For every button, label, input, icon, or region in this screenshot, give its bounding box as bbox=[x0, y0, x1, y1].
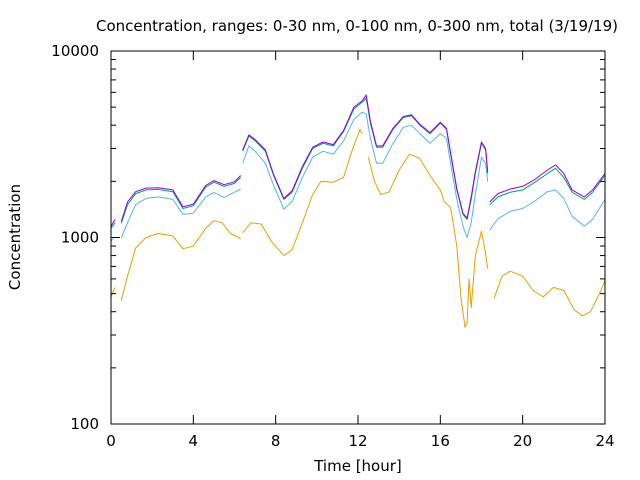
series-2-line-segment-1 bbox=[120, 177, 242, 224]
series-0-line-segment-0 bbox=[110, 287, 116, 298]
x-tick-label: 8 bbox=[271, 432, 281, 450]
series-3-line-segment-3 bbox=[489, 164, 606, 203]
plot-frame bbox=[110, 50, 606, 425]
x-tick-label: 20 bbox=[513, 432, 532, 450]
series-0-line-segment-2 bbox=[242, 128, 363, 257]
series-1-line-segment-1 bbox=[120, 188, 241, 239]
series-1-line-segment-3 bbox=[489, 189, 606, 231]
chart-title: Concentration, ranges: 0-30 nm, 0-100 nm… bbox=[96, 17, 618, 35]
series-0-line-segment-1 bbox=[120, 220, 242, 301]
x-axis-title: Time [hour] bbox=[313, 457, 402, 475]
series-layer bbox=[110, 94, 606, 328]
series-2-line-segment-0 bbox=[110, 222, 116, 229]
series-0-line-segment-3 bbox=[367, 153, 489, 328]
series-3-line-segment-0 bbox=[110, 219, 116, 227]
x-tick-label: 24 bbox=[595, 432, 614, 450]
series-3-line-segment-2 bbox=[242, 94, 489, 219]
y-tick-label: 10000 bbox=[51, 42, 99, 60]
series-2-line-segment-2 bbox=[242, 97, 489, 220]
series-1-line-segment-2 bbox=[242, 111, 489, 238]
x-tick-label: 4 bbox=[189, 432, 199, 450]
x-tick-label: 0 bbox=[106, 432, 116, 450]
y-axis-title: Concentration bbox=[6, 184, 24, 290]
series-2-line-segment-3 bbox=[489, 167, 606, 206]
x-tick-label: 12 bbox=[348, 432, 367, 450]
ticks-layer bbox=[110, 50, 606, 425]
series-0-line-segment-4 bbox=[493, 270, 606, 317]
tick-labels-layer: 0 4 8 12 16 20 24 100 1000 10000 bbox=[51, 42, 614, 450]
y-tick-label: 1000 bbox=[61, 229, 99, 247]
x-tick-label: 16 bbox=[431, 432, 450, 450]
series-3-line-segment-1 bbox=[120, 175, 242, 222]
y-tick-label: 100 bbox=[70, 415, 99, 433]
